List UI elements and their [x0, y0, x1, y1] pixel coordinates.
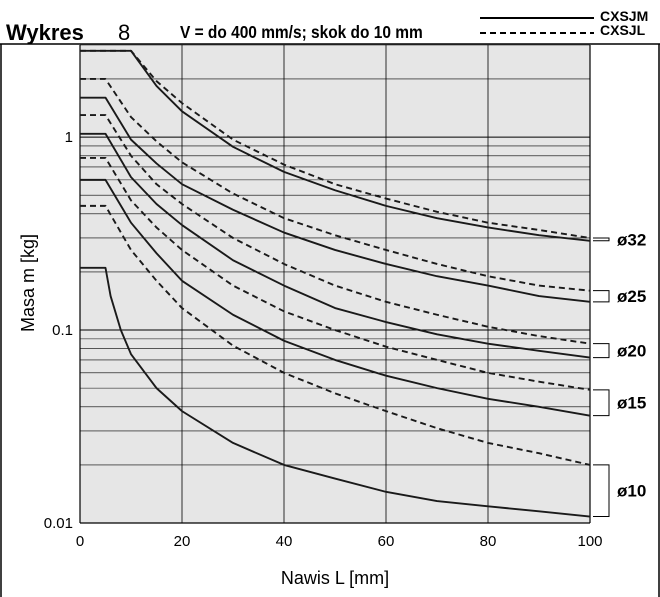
chart-condition: V = do 400 mm/s; skok do 10 mm: [180, 22, 423, 42]
tick-labels: 0 20 40 60 80 100 0.01 0.1 1: [44, 129, 603, 550]
curve-cxsjm-d20: [79, 132, 591, 359]
x-tick-label: 60: [378, 533, 395, 550]
chart-title-word: Wykres: [6, 20, 84, 45]
x-tick-label: 40: [276, 533, 293, 550]
curve-cxsjl-d10: [80, 204, 591, 466]
y-axis-label: Masa m [kg]: [18, 234, 38, 332]
curve-cxsjm-d10: [79, 266, 591, 518]
size-label: ø25: [617, 287, 646, 306]
size-bracket: [593, 290, 610, 303]
size-label: ø20: [617, 342, 646, 361]
size-bracket: [593, 343, 610, 359]
y-tick-label: 1: [65, 129, 73, 146]
y-tick-label: 0.01: [44, 515, 73, 532]
curve-cxsjm-d15: [79, 178, 591, 417]
x-axis-label: Nawis L [mm]: [281, 568, 389, 588]
size-bracket: [593, 464, 610, 518]
size-bracket: [593, 389, 610, 417]
x-tick-label: 0: [76, 533, 84, 550]
plot-area: [80, 45, 590, 523]
size-label: ø15: [617, 394, 646, 413]
x-tick-label: 20: [174, 533, 191, 550]
curve-cxsjl-d32: [79, 49, 591, 239]
curve-cxsjm-d25: [79, 96, 591, 303]
y-tick-label: 0.1: [52, 322, 73, 339]
curve-cxsjl-d15: [80, 156, 591, 391]
size-labels: ø32 ø25 ø20 ø15 ø10: [593, 230, 646, 518]
curves: [79, 49, 591, 518]
x-tick-label: 100: [577, 533, 602, 550]
legend-label-cxsjm: CXSJM: [600, 8, 648, 24]
size-label: ø10: [617, 482, 646, 501]
curve-cxsjl-d25: [79, 78, 591, 292]
chart-title-number: 8: [118, 20, 130, 45]
size-label: ø32: [617, 230, 646, 249]
legend-label-cxsjl: CXSJL: [600, 22, 646, 38]
size-bracket: [593, 237, 610, 242]
curve-cxsjl-d20: [79, 114, 591, 345]
curve-cxsjm-d32: [79, 49, 591, 242]
x-tick-label: 80: [480, 533, 497, 550]
